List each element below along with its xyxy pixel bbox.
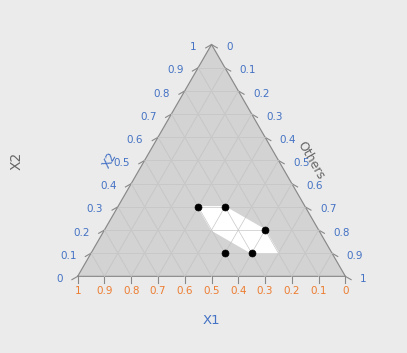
Text: 0.7: 0.7 [140,112,157,122]
Text: 1: 1 [190,42,197,52]
Text: 0.2: 0.2 [73,228,90,238]
Text: 0.6: 0.6 [177,286,193,296]
Text: 0.9: 0.9 [167,65,184,76]
Text: 0: 0 [226,42,233,52]
Text: 0.2: 0.2 [284,286,300,296]
Text: 0.9: 0.9 [96,286,113,296]
Text: 0.3: 0.3 [87,204,103,215]
Text: 0.3: 0.3 [257,286,274,296]
Text: 0.7: 0.7 [150,286,166,296]
Text: 1: 1 [74,286,81,296]
Text: 0.1: 0.1 [310,286,327,296]
Text: 0.4: 0.4 [230,286,247,296]
Text: 1: 1 [360,274,367,284]
Text: 0.8: 0.8 [153,89,170,98]
Text: 0.4: 0.4 [100,181,116,191]
Text: 0.6: 0.6 [127,135,143,145]
Text: 0.8: 0.8 [123,286,140,296]
Text: 0.6: 0.6 [306,181,323,191]
Text: X1: X1 [203,314,220,327]
Text: 0.7: 0.7 [320,204,337,215]
Text: 0.8: 0.8 [333,228,350,238]
Text: 0.1: 0.1 [240,65,256,76]
Text: 0.3: 0.3 [267,112,283,122]
Text: 0: 0 [342,286,348,296]
Text: 0.2: 0.2 [253,89,269,98]
Polygon shape [198,207,278,253]
Text: 0.5: 0.5 [203,286,220,296]
Text: 0.1: 0.1 [60,251,77,261]
Text: Others: Others [294,139,327,182]
Text: X2: X2 [9,151,23,169]
Polygon shape [78,44,346,276]
Text: 0: 0 [57,274,63,284]
Text: 0.4: 0.4 [280,135,296,145]
Text: 0.5: 0.5 [114,158,130,168]
Text: 0.9: 0.9 [347,251,363,261]
Text: 0.5: 0.5 [293,158,310,168]
Text: X2: X2 [100,150,120,171]
